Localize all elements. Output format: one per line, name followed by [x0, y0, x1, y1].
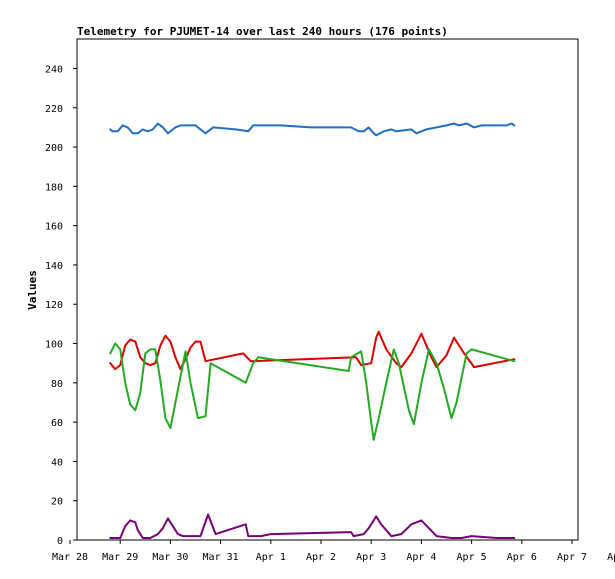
y-tick-label: 140 — [45, 261, 63, 272]
y-axis-label: Values — [26, 270, 39, 310]
x-tick-label: Apr 5 — [457, 552, 487, 563]
y-tick-label: 180 — [45, 182, 63, 193]
y-tick-label: 160 — [45, 222, 63, 233]
y-axis: 0 20 40 60 80 100 120 140 160 180 200 220 240 — [45, 64, 77, 547]
y-tick-label: 220 — [45, 104, 63, 115]
y-tick-label: 0 — [57, 536, 63, 547]
x-tick-label: Mar 31 — [203, 552, 239, 563]
series-line-1 — [109, 122, 516, 137]
x-tick-label: Apr 2 — [306, 552, 336, 563]
series-line-4 — [109, 513, 516, 539]
y-tick-label: 40 — [51, 457, 63, 468]
x-tick-label: Apr 8 — [607, 552, 615, 563]
y-tick-label: 60 — [51, 418, 63, 429]
x-tick-label: Apr 7 — [557, 552, 587, 563]
chart-title: Telemetry for PJUMET-14 over last 240 ho… — [77, 25, 448, 38]
y-tick-label: 100 — [45, 340, 63, 351]
y-tick-label: 200 — [45, 143, 63, 154]
series-line-2 — [109, 330, 516, 371]
x-tick-label: Apr 4 — [406, 552, 436, 563]
x-tick-label: Mar 28 — [52, 552, 88, 563]
x-tick-label: Mar 29 — [102, 552, 138, 563]
plot-frame — [76, 38, 579, 541]
x-tick-label: Mar 30 — [152, 552, 188, 563]
y-tick-label: 240 — [45, 64, 63, 75]
x-axis: Mar 28 Mar 29 Mar 30 Mar 31 Apr 1 Apr 2 Apr 3 A… — [52, 540, 615, 563]
series-layer — [109, 122, 516, 539]
x-tick-label: Apr 6 — [507, 552, 537, 563]
y-tick-label: 80 — [51, 379, 63, 390]
y-tick-label: 120 — [45, 300, 63, 311]
x-tick-label: Apr 3 — [356, 552, 386, 563]
series-line-3 — [109, 342, 516, 441]
x-tick-label: Apr 1 — [256, 552, 286, 563]
y-tick-label: 20 — [51, 497, 63, 508]
